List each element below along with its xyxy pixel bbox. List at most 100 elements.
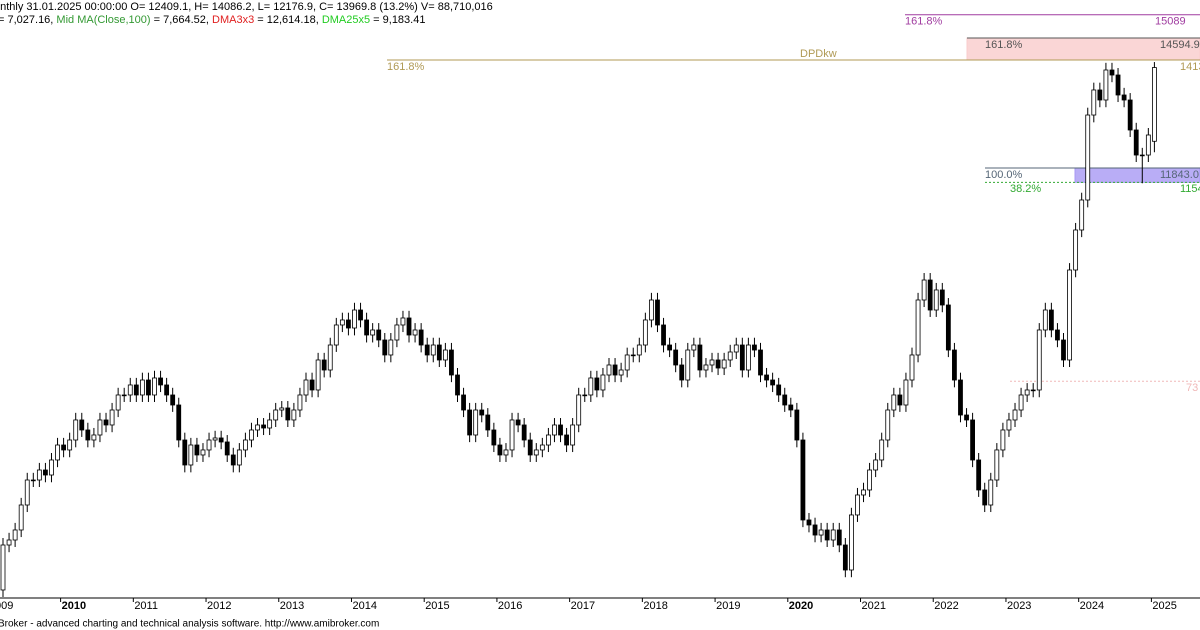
candle-body bbox=[558, 424, 563, 436]
candle-body bbox=[909, 354, 915, 381]
candle-body bbox=[679, 364, 685, 381]
candle-body bbox=[206, 439, 212, 451]
candle-body bbox=[339, 319, 345, 326]
indicator-segment: = 12,614.18, bbox=[254, 14, 322, 26]
x-tick-label: 2020 bbox=[789, 600, 813, 612]
candle-body bbox=[715, 359, 721, 369]
candle-body bbox=[970, 419, 975, 461]
candle-body bbox=[55, 444, 60, 461]
candle-body bbox=[103, 419, 109, 426]
candle-body bbox=[1091, 89, 1097, 116]
level-ratio: 38.2% bbox=[1010, 183, 1041, 195]
candle-body bbox=[709, 359, 715, 366]
candle-body bbox=[109, 409, 115, 426]
candle-body bbox=[182, 439, 188, 466]
candle-body bbox=[236, 449, 242, 466]
level-price: 11843.0 bbox=[1160, 169, 1199, 181]
candle-body bbox=[224, 441, 230, 456]
candle-body bbox=[30, 479, 36, 482]
candle-body bbox=[588, 377, 594, 396]
candle-body bbox=[873, 459, 879, 471]
candle-body bbox=[533, 449, 539, 456]
candle-body bbox=[776, 384, 782, 396]
candle-body bbox=[436, 344, 442, 361]
x-tick-label: 2011 bbox=[134, 600, 158, 612]
candle-body bbox=[685, 349, 691, 381]
indicator-segment: Mid MA(Close,100) bbox=[56, 14, 150, 26]
candle-body bbox=[285, 407, 291, 421]
candle-body bbox=[430, 344, 436, 356]
candle-body bbox=[1139, 154, 1145, 157]
candle-body bbox=[503, 449, 509, 456]
candle-body bbox=[176, 404, 182, 441]
candle-body bbox=[982, 489, 988, 506]
candle-body bbox=[1048, 309, 1054, 331]
x-tick-label: 2013 bbox=[280, 600, 304, 612]
candle-body bbox=[988, 479, 994, 506]
candle-body bbox=[382, 339, 388, 356]
x-tick-label: 2017 bbox=[571, 600, 595, 612]
candle-body bbox=[945, 304, 951, 351]
candle-body bbox=[267, 419, 273, 429]
indicator-segment: = 7,664.52, bbox=[151, 14, 212, 26]
candle-body bbox=[939, 289, 945, 306]
candle-body bbox=[12, 529, 18, 541]
level-ratio: 100.0% bbox=[985, 169, 1023, 181]
candle-body bbox=[242, 439, 248, 451]
candle-body bbox=[6, 539, 12, 546]
candle-body bbox=[309, 379, 315, 391]
x-tick-label: 2010 bbox=[62, 600, 86, 612]
x-tick-label: 2021 bbox=[862, 600, 886, 612]
candle-body bbox=[442, 349, 448, 361]
candle-body bbox=[133, 384, 139, 396]
candle-body bbox=[170, 394, 176, 406]
candle-body bbox=[752, 344, 757, 351]
level-price: 1154 bbox=[1180, 183, 1200, 195]
candle-body bbox=[1085, 114, 1091, 201]
candle-body bbox=[394, 324, 400, 341]
candle-body bbox=[927, 279, 933, 311]
candle-body bbox=[49, 459, 54, 476]
candle-body bbox=[1133, 129, 1139, 156]
candle-body bbox=[727, 351, 733, 361]
x-tick-label: 2014 bbox=[352, 600, 376, 612]
candle-body bbox=[1024, 389, 1030, 396]
candle-body bbox=[491, 429, 497, 446]
candle-body bbox=[85, 429, 91, 441]
candle-body bbox=[1109, 69, 1115, 76]
candle-body bbox=[1018, 394, 1024, 411]
candle-body bbox=[721, 359, 727, 369]
candle-body bbox=[36, 469, 42, 481]
candle-body bbox=[461, 394, 466, 411]
candle-body bbox=[1097, 89, 1103, 101]
candle-body bbox=[594, 377, 600, 391]
candle-body bbox=[1121, 94, 1127, 101]
candle-body bbox=[642, 319, 648, 346]
candle-body bbox=[509, 419, 515, 451]
candle-body bbox=[67, 439, 73, 451]
header: onthly 31.01.2025 00:00:00 O= 12409.1, H… bbox=[0, 1, 493, 13]
level-price: 14594.9 bbox=[1160, 39, 1200, 51]
candle-body bbox=[521, 424, 527, 441]
x-tick-label: 2019 bbox=[716, 600, 740, 612]
candle-body bbox=[1152, 67, 1157, 142]
candle-body bbox=[788, 404, 794, 411]
candle-body bbox=[61, 444, 66, 451]
candle-body bbox=[406, 317, 412, 336]
candle-body bbox=[612, 364, 618, 376]
candle-body bbox=[1012, 409, 1018, 421]
candle-body bbox=[352, 309, 357, 329]
candle-body bbox=[618, 369, 624, 376]
candle-body bbox=[418, 329, 424, 346]
candle-body bbox=[424, 344, 430, 356]
footer: Broker - advanced charting and technical… bbox=[0, 619, 379, 630]
candle-body bbox=[230, 454, 236, 466]
candle-body bbox=[388, 339, 394, 356]
candle-body bbox=[733, 344, 739, 353]
candle-body bbox=[703, 364, 709, 371]
indicator-segment: = 7,027.16, bbox=[0, 14, 56, 26]
candle-body bbox=[842, 544, 848, 571]
candle-body bbox=[661, 324, 666, 346]
candle-body bbox=[552, 424, 557, 436]
